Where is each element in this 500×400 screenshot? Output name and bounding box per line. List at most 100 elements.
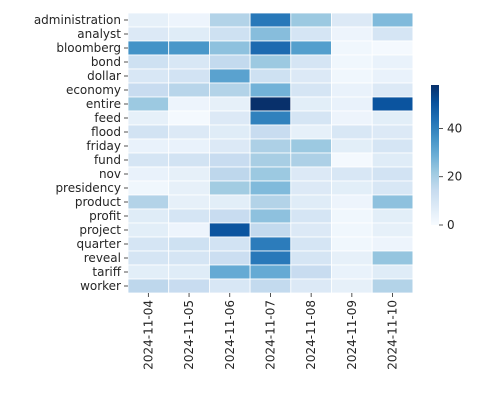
- heatmap-cell-project-2024-11-04: [127, 222, 170, 238]
- heatmap-cell-profit-2024-11-10: [371, 208, 414, 224]
- heatmap-cell-tariff-2024-11-05: [168, 264, 210, 280]
- heatmap-cell-reveal-2024-11-06: [208, 250, 251, 266]
- heatmap-cell-bloomberg-2024-11-04: [127, 40, 170, 56]
- heatmap-cell-fund-2024-11-08: [290, 152, 332, 168]
- heatmap-cell-dollar-2024-11-05: [168, 68, 210, 84]
- heatmap-cell-bond-2024-11-04: [127, 54, 170, 70]
- heatmap-cell-profit-2024-11-09: [331, 208, 373, 224]
- row-label-product: product: [75, 195, 121, 209]
- heatmap-cell-analyst-2024-11-06: [208, 26, 251, 42]
- heatmap-cell-flood-2024-11-07: [249, 124, 292, 140]
- heatmap-cell-feed-2024-11-09: [331, 110, 373, 126]
- heatmap-cell-quarter-2024-11-07: [249, 236, 292, 252]
- heatmap-cell-flood-2024-11-04: [127, 124, 170, 140]
- heatmap-cell-product-2024-11-05: [168, 194, 210, 210]
- heatmap-cell-entire-2024-11-10: [371, 96, 414, 112]
- heatmap-cell-quarter-2024-11-10: [371, 236, 414, 252]
- heatmap-cell-project-2024-11-08: [290, 222, 332, 238]
- heatmap-cell-economy-2024-11-07: [249, 82, 292, 98]
- heatmap-cell-friday-2024-11-09: [331, 138, 373, 154]
- heatmap-cell-product-2024-11-10: [371, 194, 414, 210]
- heatmap-cell-friday-2024-11-06: [208, 138, 251, 154]
- heatmap-cell-bond-2024-11-06: [208, 54, 251, 70]
- heatmap-cell-profit-2024-11-04: [127, 208, 170, 224]
- heatmap-cell-nov-2024-11-06: [208, 166, 251, 182]
- heatmap-cell-entire-2024-11-09: [331, 96, 373, 112]
- heatmap-cell-fund-2024-11-07: [249, 152, 292, 168]
- heatmap-cell-presidency-2024-11-08: [290, 180, 332, 196]
- heatmap-cell-feed-2024-11-08: [290, 110, 332, 126]
- heatmap-cell-fund-2024-11-05: [168, 152, 210, 168]
- heatmap-cell-bloomberg-2024-11-09: [331, 40, 373, 56]
- heatmap-cell-feed-2024-11-04: [127, 110, 170, 126]
- heatmap-cell-friday-2024-11-08: [290, 138, 332, 154]
- heatmap-cell-analyst-2024-11-04: [127, 26, 170, 42]
- heatmap-cell-nov-2024-11-05: [168, 166, 210, 182]
- heatmap-cell-economy-2024-11-09: [331, 82, 373, 98]
- column-label-2024-11-07: 2024-11-07: [263, 300, 277, 370]
- heatmap-cell-nov-2024-11-09: [331, 166, 373, 182]
- heatmap-cell-bloomberg-2024-11-10: [371, 40, 414, 56]
- heatmap-cell-presidency-2024-11-09: [331, 180, 373, 196]
- colorbar-tick-label-40: 40: [447, 121, 462, 135]
- row-label-profit: profit: [89, 209, 121, 223]
- heatmap-cell-project-2024-11-07: [249, 222, 292, 238]
- heatmap-cell-feed-2024-11-07: [249, 110, 292, 126]
- column-label-2024-11-09: 2024-11-09: [345, 300, 359, 370]
- heatmap-cell-quarter-2024-11-09: [331, 236, 373, 252]
- heatmap-cell-reveal-2024-11-07: [249, 250, 292, 266]
- colorbar-gradient: [431, 85, 439, 225]
- heatmap-cell-product-2024-11-06: [208, 194, 251, 210]
- heatmap-cell-presidency-2024-11-04: [127, 180, 170, 196]
- heatmap-cell-analyst-2024-11-07: [249, 26, 292, 42]
- heatmap-cell-dollar-2024-11-07: [249, 68, 292, 84]
- heatmap-cell-tariff-2024-11-06: [208, 264, 251, 280]
- heatmap-cell-dollar-2024-11-04: [127, 68, 170, 84]
- heatmap-cells: [127, 12, 414, 294]
- row-labels: administrationanalystbloombergbonddollar…: [34, 13, 128, 293]
- row-label-reveal: reveal: [84, 251, 121, 265]
- heatmap-cell-reveal-2024-11-04: [127, 250, 170, 266]
- heatmap-cell-administration-2024-11-10: [371, 12, 414, 28]
- heatmap-cell-bloomberg-2024-11-05: [168, 40, 210, 56]
- heatmap-cell-nov-2024-11-08: [290, 166, 332, 182]
- heatmap-cell-worker-2024-11-05: [168, 278, 210, 294]
- column-label-2024-11-08: 2024-11-08: [304, 300, 318, 370]
- heatmap-cell-friday-2024-11-05: [168, 138, 210, 154]
- heatmap-cell-fund-2024-11-10: [371, 152, 414, 168]
- heatmap-cell-analyst-2024-11-09: [331, 26, 373, 42]
- heatmap-cell-analyst-2024-11-05: [168, 26, 210, 42]
- heatmap-cell-tariff-2024-11-08: [290, 264, 332, 280]
- heatmap-cell-economy-2024-11-04: [127, 82, 170, 98]
- heatmap-cell-fund-2024-11-04: [127, 152, 170, 168]
- row-label-bloomberg: bloomberg: [56, 41, 121, 55]
- row-label-worker: worker: [80, 279, 121, 293]
- heatmap-cell-nov-2024-11-10: [371, 166, 414, 182]
- row-label-economy: economy: [66, 83, 121, 97]
- row-label-tariff: tariff: [92, 265, 121, 279]
- heatmap-cell-flood-2024-11-10: [371, 124, 414, 140]
- row-label-presidency: presidency: [55, 181, 121, 195]
- heatmap-cell-presidency-2024-11-06: [208, 180, 251, 196]
- heatmap-cell-reveal-2024-11-05: [168, 250, 210, 266]
- column-labels: 2024-11-04 2024-11-05 2024-11-06 2024-11-07…: [141, 293, 400, 370]
- heatmap-cell-product-2024-11-09: [331, 194, 373, 210]
- row-label-project: project: [79, 223, 121, 237]
- heatmap-cell-quarter-2024-11-05: [168, 236, 210, 252]
- heatmap-cell-fund-2024-11-06: [208, 152, 251, 168]
- column-label-2024-11-06: 2024-11-06: [223, 300, 237, 370]
- row-label-friday: friday: [86, 139, 121, 153]
- heatmap-cell-bond-2024-11-09: [331, 54, 373, 70]
- heatmap-cell-flood-2024-11-09: [331, 124, 373, 140]
- heatmap-cell-entire-2024-11-04: [127, 96, 170, 112]
- heatmap-cell-tariff-2024-11-04: [127, 264, 170, 280]
- heatmap-cell-bond-2024-11-05: [168, 54, 210, 70]
- heatmap-cell-worker-2024-11-10: [371, 278, 414, 294]
- column-label-2024-11-04: 2024-11-04: [141, 300, 155, 370]
- heatmap-cell-dollar-2024-11-10: [371, 68, 414, 84]
- row-label-fund: fund: [94, 153, 121, 167]
- heatmap-cell-bond-2024-11-08: [290, 54, 332, 70]
- heatmap-cell-feed-2024-11-06: [208, 110, 251, 126]
- heatmap-cell-flood-2024-11-06: [208, 124, 251, 140]
- heatmap-cell-product-2024-11-07: [249, 194, 292, 210]
